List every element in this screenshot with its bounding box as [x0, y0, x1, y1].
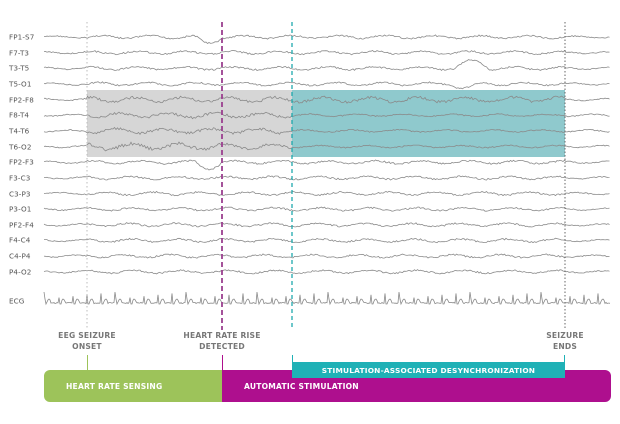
eeg-trace-line — [44, 175, 610, 181]
eeg-trace-line — [44, 237, 610, 244]
marker-label-line: HEART RATE RISE — [183, 331, 261, 340]
marker-label-line: SEIZURE — [546, 331, 584, 340]
eeg-trace-line — [43, 50, 610, 56]
channel-label: FP2-F3 — [9, 157, 34, 167]
heart-rate-sensing-bar: HEART RATE SENSING — [44, 370, 222, 402]
channel-label: FP2-F8 — [9, 95, 34, 105]
channel-label: F4-C4 — [9, 235, 31, 245]
channel-label: F8-T4 — [9, 110, 30, 120]
eeg-trace-line — [44, 95, 610, 104]
heart-rate-sensing-text: HEART RATE SENSING — [66, 381, 163, 391]
eeg-trace-line — [43, 269, 610, 275]
eeg-trace-line — [43, 222, 610, 228]
desynchronization-text: STIMULATION-ASSOCIATED DESYNCHRONIZATION — [321, 365, 536, 375]
channel-label: PF2-F4 — [9, 220, 34, 230]
desync-bracket-right — [564, 355, 566, 363]
channel-label: T5-O1 — [9, 79, 32, 89]
channel-label: T6-O2 — [9, 142, 32, 152]
channel-label: P3-O1 — [9, 204, 32, 214]
channel-label: FP1-S7 — [9, 32, 35, 42]
channel-label: P4-O2 — [9, 267, 32, 277]
eeg-trace-line — [43, 126, 610, 135]
marker-label-line: ONSET — [72, 341, 102, 351]
eeg-trace-line — [43, 190, 610, 197]
seizure-ends-label: SEIZURE ENDS — [546, 331, 584, 352]
desynchronization-bar: STIMULATION-ASSOCIATED DESYNCHRONIZATION — [292, 362, 565, 378]
eeg-trace-line — [43, 81, 610, 90]
eeg-seizure-onset-label: EEG SEIZURE ONSET — [58, 331, 116, 352]
ecg-label: ECG — [9, 296, 25, 306]
automatic-stimulation-text: AUTOMATIC STIMULATION — [244, 381, 359, 391]
channel-label: C4-P4 — [9, 251, 31, 261]
marker-label-line: ENDS — [552, 341, 578, 351]
desynchronization-region — [292, 90, 565, 157]
eeg-trace-line — [43, 159, 610, 171]
ecg-trace — [43, 291, 611, 306]
eeg-trace-line — [43, 253, 610, 259]
eeg-trace-line — [43, 206, 610, 212]
channel-label: T4-T6 — [9, 126, 30, 136]
marker-label-line: DETECTED — [199, 341, 245, 351]
eeg-traces — [43, 34, 610, 275]
eeg-trace-line — [43, 59, 610, 71]
channel-label: C3-P3 — [9, 189, 31, 198]
marker-label-line: EEG SEIZURE — [58, 331, 116, 340]
heart-rate-rise-label: HEART RATE RISE DETECTED — [183, 331, 260, 352]
eeg-trace-line — [43, 141, 610, 152]
heart-rate-tick — [221, 355, 223, 370]
onset-tick — [87, 355, 89, 370]
channel-label: T3-T5 — [9, 63, 30, 73]
channel-label: F3-C3 — [9, 173, 31, 183]
channel-label: F7-T3 — [9, 48, 30, 58]
ecg-trace-line — [43, 291, 611, 306]
eeg-trace-line — [43, 111, 610, 120]
desync-bracket-left — [292, 355, 294, 363]
eeg-trace-line — [43, 34, 610, 45]
